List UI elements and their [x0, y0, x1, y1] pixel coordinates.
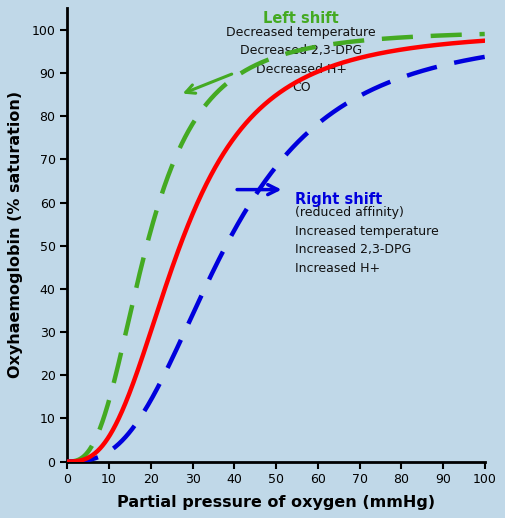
X-axis label: Partial pressure of oxygen (mmHg): Partial pressure of oxygen (mmHg): [117, 495, 435, 510]
Text: Decreased temperature
Decreased 2,3-DPG
Decreased H+
CO: Decreased temperature Decreased 2,3-DPG …: [226, 25, 376, 94]
Y-axis label: Oxyhaemoglobin (% saturation): Oxyhaemoglobin (% saturation): [9, 91, 23, 379]
Text: Left shift: Left shift: [263, 10, 339, 25]
Text: (reduced affinity)
Increased temperature
Increased 2,3-DPG
Increased H+: (reduced affinity) Increased temperature…: [295, 206, 438, 275]
Text: Right shift: Right shift: [295, 192, 382, 207]
